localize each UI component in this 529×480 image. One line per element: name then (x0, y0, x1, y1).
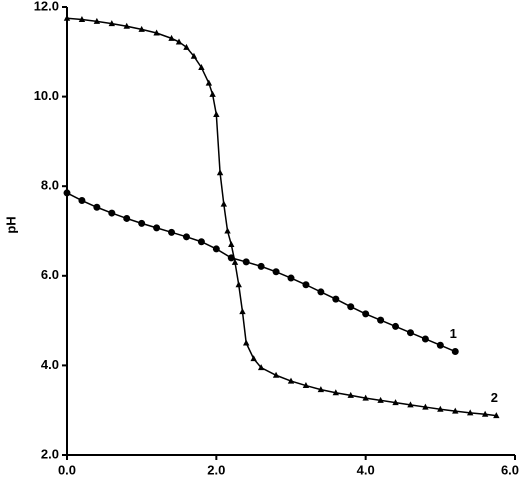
x-tick-label: 6.0 (501, 462, 519, 477)
point (332, 389, 339, 396)
point (123, 22, 130, 29)
y-tick-label: 2.0 (41, 446, 59, 461)
point (138, 219, 146, 227)
point (231, 258, 239, 265)
point (138, 25, 145, 32)
point (63, 189, 71, 197)
x-tick-label: 0.0 (58, 462, 76, 477)
point (422, 403, 429, 410)
point (190, 52, 198, 59)
point (78, 197, 86, 205)
point (302, 382, 310, 389)
point (183, 43, 190, 50)
point (377, 396, 384, 403)
point (213, 111, 220, 118)
point (317, 386, 325, 393)
point (168, 34, 175, 41)
point (332, 295, 340, 303)
y-axis-label: pH (3, 216, 18, 233)
point (123, 214, 131, 222)
point (347, 391, 354, 398)
point (63, 14, 71, 21)
point (467, 409, 474, 416)
point (257, 262, 265, 270)
point (272, 371, 280, 378)
y-tick-label: 8.0 (41, 178, 59, 193)
x-tick-label: 2.0 (207, 462, 225, 477)
point (347, 303, 355, 311)
point (93, 203, 101, 211)
point (302, 281, 310, 289)
y-tick-label: 6.0 (41, 267, 59, 282)
point (197, 238, 205, 246)
point (242, 258, 250, 266)
point (451, 348, 459, 356)
point (78, 16, 86, 23)
point (406, 329, 414, 337)
point (175, 38, 183, 45)
point (377, 316, 385, 324)
point (362, 310, 370, 318)
series-line (66, 17, 497, 417)
point (392, 399, 399, 406)
point (235, 281, 242, 288)
point (481, 410, 489, 417)
point (228, 240, 235, 247)
series-label: 2 (491, 390, 498, 405)
point (317, 288, 325, 296)
point (407, 401, 414, 408)
point (108, 20, 115, 27)
x-tick-label: 4.0 (357, 462, 375, 477)
point (239, 308, 246, 315)
point (257, 364, 265, 371)
point (108, 209, 116, 217)
point (436, 341, 444, 349)
point (243, 339, 250, 346)
point (209, 90, 216, 97)
y-tick-label: 4.0 (41, 357, 59, 372)
point (392, 322, 400, 330)
point (93, 17, 101, 24)
point (212, 245, 220, 253)
point (168, 228, 176, 236)
point (153, 29, 160, 36)
point (272, 268, 280, 276)
point (198, 63, 205, 70)
point (362, 394, 369, 401)
point (437, 405, 444, 412)
point (493, 412, 500, 419)
point (421, 335, 429, 343)
point (287, 377, 295, 384)
point (182, 233, 190, 241)
point (250, 355, 257, 362)
point (216, 169, 224, 176)
point (205, 79, 213, 86)
point (452, 407, 459, 414)
point (287, 274, 295, 282)
point (224, 227, 231, 234)
point (153, 224, 161, 232)
y-tick-label: 12.0 (34, 0, 59, 13)
series-label: 1 (450, 326, 457, 341)
point (220, 200, 227, 207)
y-tick-label: 10.0 (34, 88, 59, 103)
